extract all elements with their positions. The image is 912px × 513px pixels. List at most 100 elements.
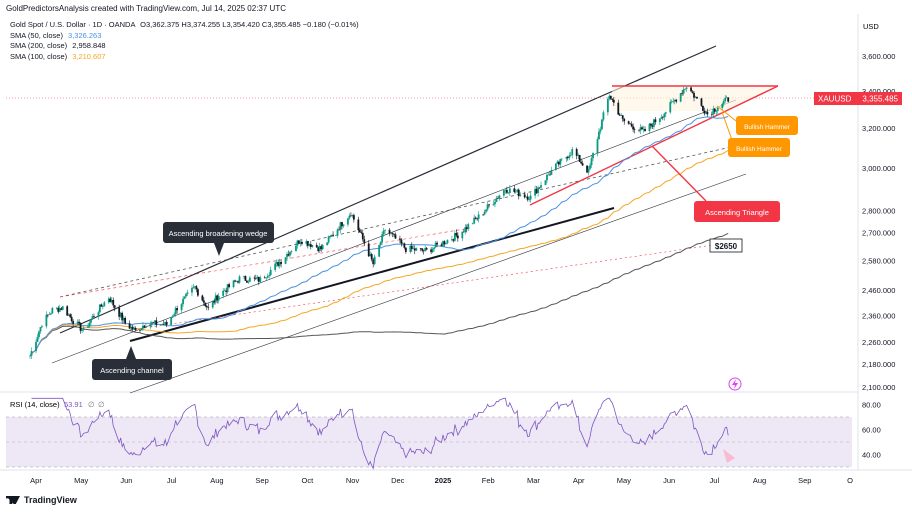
candle[interactable]: [133, 325, 135, 330]
candle[interactable]: [549, 171, 551, 176]
candle[interactable]: [90, 318, 92, 326]
candle[interactable]: [523, 191, 526, 199]
candle[interactable]: [217, 293, 220, 304]
candle[interactable]: [529, 192, 532, 203]
candle[interactable]: [419, 248, 422, 252]
candle[interactable]: [256, 275, 259, 281]
candle[interactable]: [535, 186, 538, 194]
candle[interactable]: [39, 326, 42, 334]
candle[interactable]: [538, 187, 541, 190]
candle[interactable]: [696, 96, 698, 99]
candle[interactable]: [341, 221, 343, 230]
candle[interactable]: [440, 242, 443, 247]
candle[interactable]: [528, 196, 531, 202]
candle[interactable]: [486, 202, 489, 212]
candle[interactable]: [590, 154, 593, 169]
candle[interactable]: [309, 241, 312, 250]
candle[interactable]: [318, 242, 321, 254]
candle[interactable]: [596, 136, 599, 157]
candle[interactable]: [299, 238, 302, 247]
candle[interactable]: [580, 158, 583, 165]
candle[interactable]: [554, 162, 557, 171]
candle[interactable]: [403, 242, 406, 250]
candle[interactable]: [425, 246, 428, 251]
candle[interactable]: [497, 195, 499, 199]
candle[interactable]: [691, 90, 694, 94]
candle[interactable]: [724, 95, 727, 103]
candle[interactable]: [679, 93, 682, 103]
candle[interactable]: [644, 126, 646, 132]
candle[interactable]: [685, 86, 688, 92]
candle[interactable]: [488, 203, 490, 208]
candle[interactable]: [569, 151, 572, 157]
candle[interactable]: [559, 158, 562, 168]
candle[interactable]: [630, 121, 633, 128]
candle[interactable]: [715, 109, 718, 116]
candle[interactable]: [483, 209, 486, 216]
sma50-path[interactable]: [29, 116, 729, 356]
candle[interactable]: [560, 158, 563, 162]
candle[interactable]: [492, 200, 495, 206]
candle[interactable]: [453, 230, 456, 242]
candle[interactable]: [675, 98, 678, 104]
hammer-callout-1[interactable]: Bullish Hammer: [716, 105, 798, 135]
candle[interactable]: [358, 227, 361, 233]
candle[interactable]: [608, 94, 611, 101]
candle[interactable]: [235, 280, 238, 282]
candle[interactable]: [700, 97, 703, 107]
level-2650-line[interactable]: [129, 243, 721, 331]
candle[interactable]: [633, 127, 636, 134]
candle[interactable]: [347, 217, 349, 227]
sma200-row[interactable]: SMA (200, close) 2,958.848: [10, 41, 359, 52]
candle[interactable]: [30, 347, 33, 359]
candle[interactable]: [503, 189, 505, 199]
candle[interactable]: [143, 324, 146, 329]
candle[interactable]: [694, 95, 697, 99]
candle[interactable]: [627, 120, 630, 125]
candle[interactable]: [565, 156, 568, 163]
candle[interactable]: [300, 239, 303, 246]
candle[interactable]: [205, 304, 208, 311]
candle[interactable]: [58, 304, 61, 313]
candle[interactable]: [446, 239, 449, 245]
candle[interactable]: [277, 259, 280, 268]
candle[interactable]: [661, 115, 664, 121]
candle[interactable]: [648, 122, 651, 133]
candle[interactable]: [87, 323, 89, 329]
candle[interactable]: [296, 239, 299, 249]
rsi-axis[interactable]: 80.00 60.00 40.00: [862, 401, 881, 460]
candle[interactable]: [673, 99, 676, 105]
candle[interactable]: [430, 247, 433, 255]
candle[interactable]: [29, 355, 31, 359]
triangle-callout[interactable]: Ascending Triangle: [651, 145, 780, 222]
currency-label[interactable]: USD: [863, 22, 879, 31]
candle[interactable]: [693, 91, 695, 102]
sma100-line[interactable]: [29, 149, 729, 356]
candle[interactable]: [721, 102, 724, 111]
candle[interactable]: [516, 188, 519, 193]
candle[interactable]: [298, 240, 300, 245]
candle[interactable]: [618, 112, 621, 117]
candle[interactable]: [482, 214, 485, 217]
candle[interactable]: [642, 125, 645, 133]
candle[interactable]: [244, 275, 247, 282]
price-axis[interactable]: 3,600.000 3,400.000 3,200.000 3,000.000 2,80…: [862, 52, 895, 392]
candle[interactable]: [109, 296, 112, 303]
candle[interactable]: [421, 248, 424, 253]
candle[interactable]: [145, 323, 147, 329]
candle[interactable]: [400, 238, 403, 247]
candle[interactable]: [467, 222, 470, 232]
candle[interactable]: [66, 305, 69, 317]
candle[interactable]: [306, 240, 309, 249]
wedge-callout[interactable]: Ascending broadening wedge: [163, 222, 274, 256]
candle[interactable]: [710, 111, 713, 118]
candle[interactable]: [504, 188, 507, 194]
candle[interactable]: [653, 118, 655, 130]
candle[interactable]: [118, 304, 121, 321]
candle[interactable]: [415, 247, 418, 252]
candle[interactable]: [525, 196, 528, 199]
candle[interactable]: [284, 257, 287, 265]
candle[interactable]: [508, 185, 511, 197]
candle[interactable]: [265, 277, 268, 281]
